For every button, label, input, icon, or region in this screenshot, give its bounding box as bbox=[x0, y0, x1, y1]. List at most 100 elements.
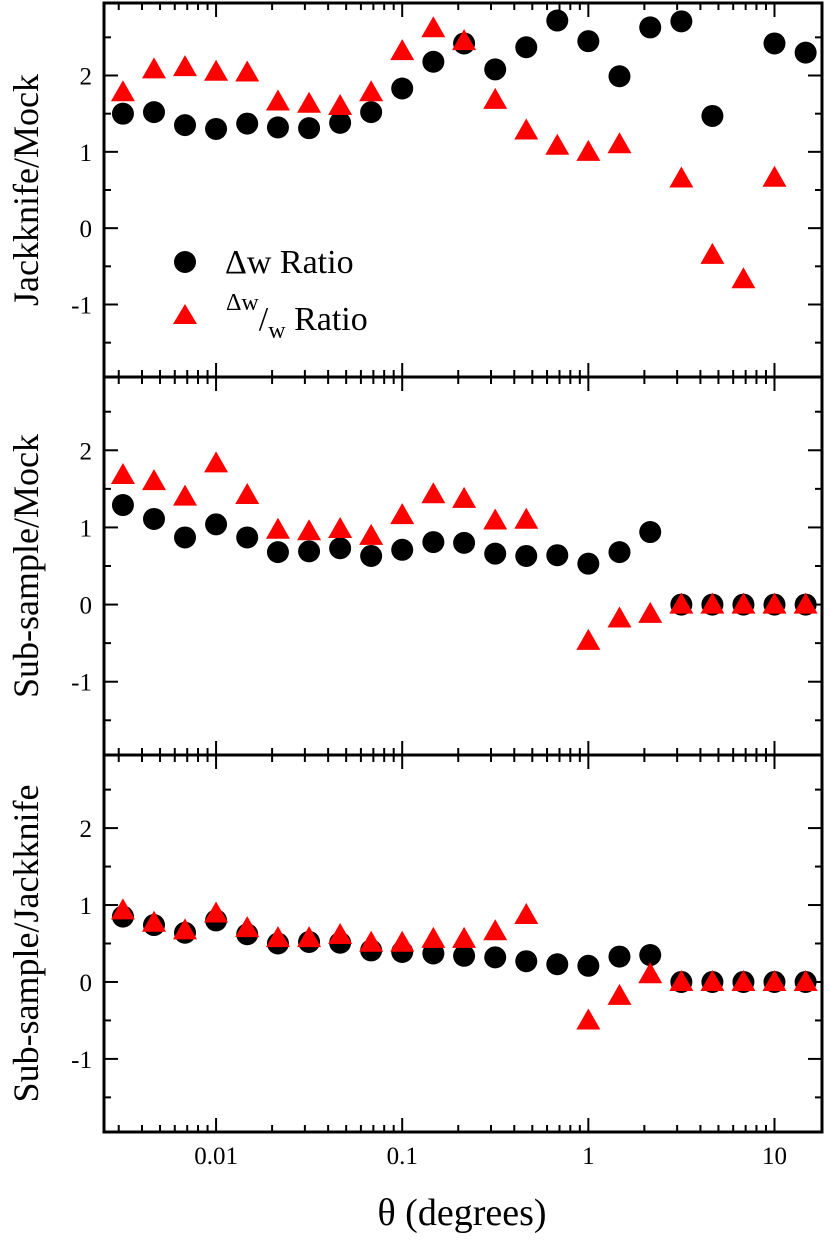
y-tick-label: 1 bbox=[80, 893, 93, 920]
data-point-triangle bbox=[297, 91, 322, 113]
data-point-triangle bbox=[173, 918, 198, 940]
data-point-triangle bbox=[638, 601, 663, 623]
data-point-triangle bbox=[359, 80, 384, 102]
data-point-triangle bbox=[731, 267, 756, 289]
data-point-triangle bbox=[421, 926, 446, 948]
data-point-circle bbox=[484, 58, 507, 81]
data-point-triangle bbox=[110, 80, 135, 102]
data-point-circle bbox=[142, 101, 165, 124]
data-point-triangle bbox=[421, 482, 446, 504]
data-point-circle bbox=[608, 65, 631, 88]
legend-label-dw-over-w: Δw/w Ratio bbox=[226, 290, 368, 344]
y-tick-label: 2 bbox=[80, 64, 93, 91]
data-point-triangle bbox=[328, 923, 353, 945]
data-point-circle bbox=[670, 10, 693, 33]
data-point-triangle bbox=[141, 469, 166, 491]
data-point-circle bbox=[701, 104, 724, 127]
data-point-circle bbox=[639, 944, 662, 967]
data-point-triangle bbox=[204, 451, 229, 473]
data-point-circle bbox=[422, 531, 445, 554]
y-tick-label: 0 bbox=[80, 216, 93, 243]
data-point-triangle bbox=[390, 503, 415, 525]
data-point-triangle bbox=[328, 94, 353, 116]
data-point-triangle bbox=[390, 930, 415, 952]
data-point-triangle bbox=[483, 508, 508, 530]
y-tick-label: 0 bbox=[80, 593, 93, 620]
data-point-triangle bbox=[452, 486, 477, 508]
data-point-triangle bbox=[762, 969, 787, 991]
y-tick-label: 2 bbox=[80, 816, 93, 843]
data-point-circle bbox=[546, 9, 569, 32]
data-point-circle bbox=[360, 544, 383, 567]
data-point-triangle bbox=[359, 930, 384, 952]
data-point-triangle bbox=[762, 165, 787, 187]
data-point-circle bbox=[577, 954, 600, 977]
legend-triangle-marker bbox=[173, 304, 197, 324]
data-point-triangle bbox=[359, 523, 384, 545]
data-point-circle bbox=[577, 30, 600, 53]
data-point-triangle bbox=[607, 606, 632, 628]
data-point-circle bbox=[608, 541, 631, 564]
data-point-circle bbox=[111, 102, 134, 125]
data-point-triangle bbox=[762, 592, 787, 614]
plot-frame bbox=[102, 1, 824, 379]
data-point-circle bbox=[608, 945, 631, 968]
y-tick-label: -1 bbox=[71, 1047, 92, 1074]
data-point-circle bbox=[391, 538, 414, 561]
data-point-triangle bbox=[204, 59, 229, 81]
y-axis-title: Jackknife/Mock bbox=[6, 74, 46, 306]
data-point-circle bbox=[422, 50, 445, 73]
data-point-circle bbox=[142, 507, 165, 530]
data-point-circle bbox=[174, 114, 197, 137]
x-tick-label: 0.01 bbox=[194, 1143, 238, 1170]
y-tick-label: 2 bbox=[80, 438, 93, 465]
data-point-triangle bbox=[141, 910, 166, 932]
data-point-circle bbox=[266, 116, 289, 139]
data-point-circle bbox=[484, 946, 507, 969]
panel-1: -1 0 1 2 Jackknife/Mock bbox=[6, 1, 824, 379]
data-point-triangle bbox=[265, 926, 290, 948]
data-point-triangle bbox=[793, 592, 818, 614]
data-point-circle bbox=[205, 117, 228, 140]
data-point-circle bbox=[546, 953, 569, 976]
data-point-circle bbox=[391, 77, 414, 100]
data-point-circle bbox=[546, 544, 569, 567]
data-point-triangle bbox=[110, 898, 135, 920]
data-point-triangle bbox=[514, 903, 539, 925]
data-point-circle bbox=[422, 942, 445, 965]
y-axis-title: Sub-sample/Jackknife bbox=[6, 785, 46, 1103]
data-point-triangle bbox=[483, 919, 508, 941]
data-point-circle bbox=[111, 494, 134, 517]
data-point-circle bbox=[205, 513, 228, 536]
data-point-triangle bbox=[700, 592, 725, 614]
data-point-triangle bbox=[514, 507, 539, 529]
data-point-circle bbox=[266, 541, 289, 564]
data-point-triangle bbox=[700, 969, 725, 991]
data-point-circle bbox=[329, 537, 352, 560]
x-tick-label: 1 bbox=[582, 1143, 595, 1170]
data-point-triangle bbox=[297, 926, 322, 948]
panel-3: -1 0 1 2 Sub-sample/Jackknife 0.01 0.1 1 10 bbox=[6, 753, 824, 1170]
data-point-circle bbox=[639, 521, 662, 544]
data-point-triangle bbox=[265, 89, 290, 111]
data-point-triangle bbox=[669, 969, 694, 991]
data-point-circle bbox=[515, 36, 538, 59]
data-point-triangle bbox=[204, 901, 229, 923]
data-point-circle bbox=[236, 112, 259, 135]
data-point-triangle bbox=[669, 166, 694, 188]
data-point-triangle bbox=[452, 926, 477, 948]
y-axis-title: Sub-sample/Mock bbox=[6, 434, 46, 698]
data-point-triangle bbox=[700, 242, 725, 264]
x-tick-label: 0.1 bbox=[387, 1143, 418, 1170]
data-point-circle bbox=[763, 32, 786, 55]
data-point-circle bbox=[639, 16, 662, 39]
data-point-circle bbox=[298, 540, 321, 563]
x-axis-title: θ (degrees) bbox=[377, 1192, 546, 1234]
data-point-triangle bbox=[452, 29, 477, 51]
data-point-circle bbox=[298, 117, 321, 140]
legend-circle-marker bbox=[174, 251, 196, 273]
data-point-circle bbox=[515, 950, 538, 973]
data-point-triangle bbox=[607, 983, 632, 1005]
y-tick-label: -1 bbox=[71, 670, 92, 697]
